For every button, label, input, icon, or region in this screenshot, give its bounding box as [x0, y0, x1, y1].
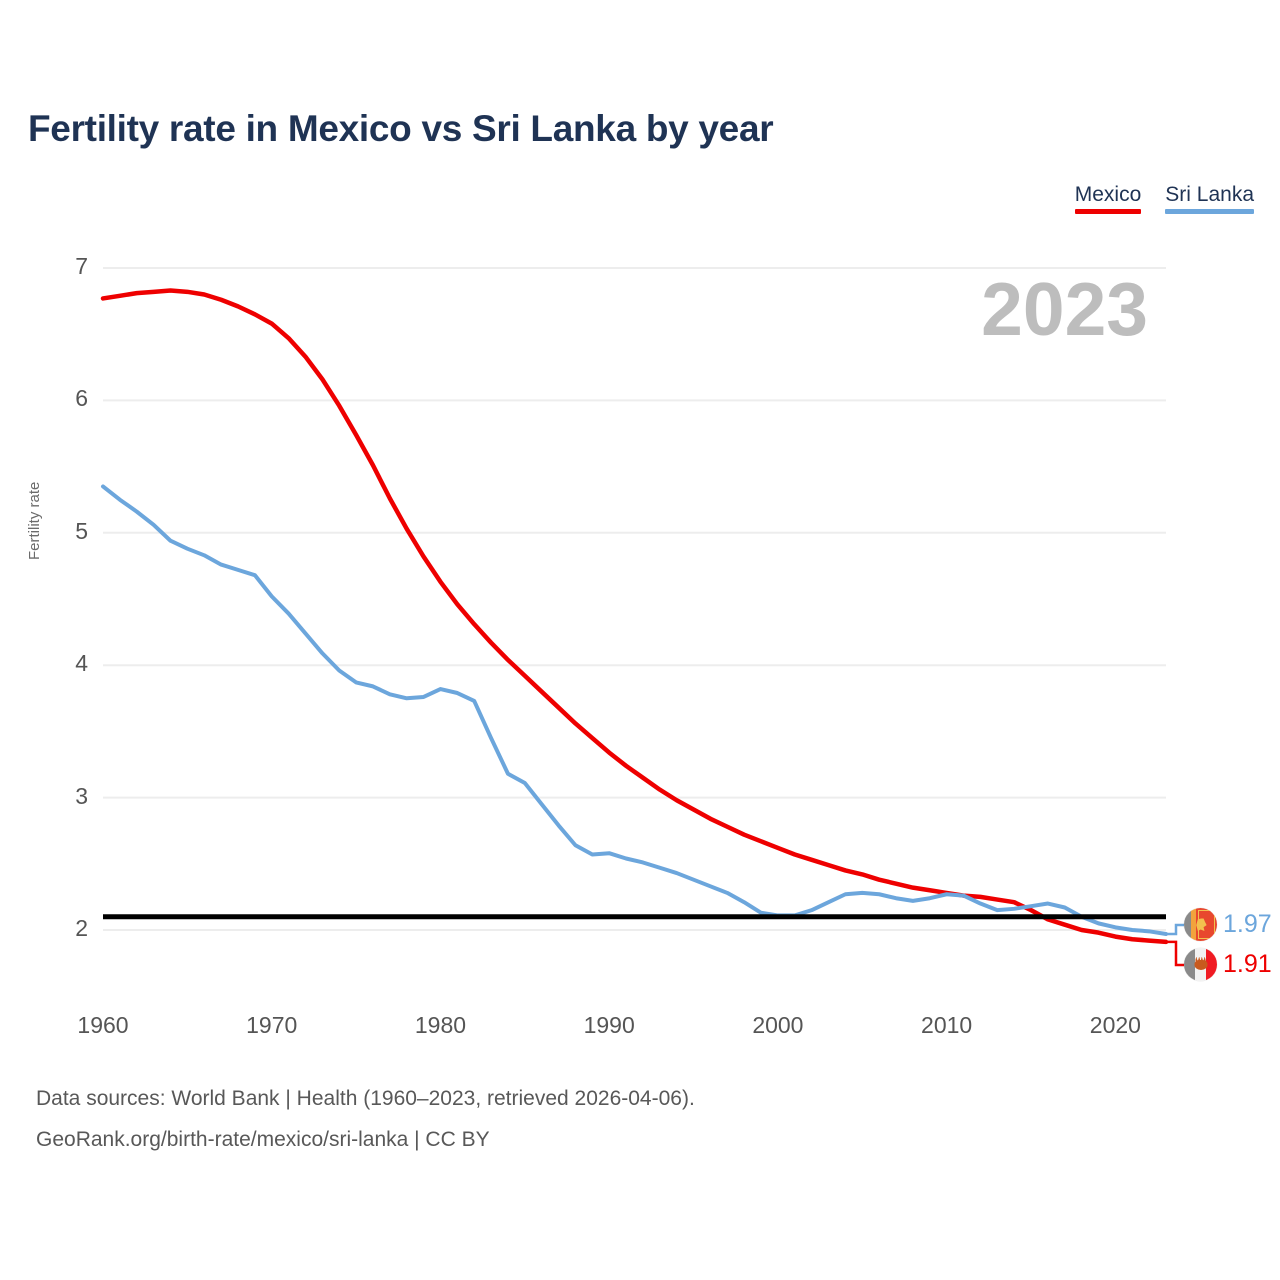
legend-label-mexico: Mexico	[1074, 183, 1142, 206]
mexico-flag-icon	[1184, 948, 1217, 981]
legend-item-sri-lanka[interactable]: Sri Lanka	[1165, 182, 1254, 214]
endpoint-mexico[interactable]: 1.91	[1184, 948, 1272, 981]
x-tick-label: 1960	[77, 1012, 129, 1038]
y-tick-label: 4	[75, 650, 88, 677]
y-tick-label: 6	[75, 385, 88, 412]
y-tick-label: 3	[75, 782, 88, 809]
endpoint-leaders	[1166, 923, 1184, 967]
series-lines	[100, 288, 1169, 945]
year-watermark: 2023	[981, 267, 1148, 351]
endpoint-sri-lanka[interactable]: 1.97	[1184, 908, 1272, 941]
x-tick-label: 1970	[246, 1012, 298, 1038]
x-tick-label: 1990	[583, 1012, 635, 1038]
page-title: Fertility rate in Mexico vs Sri Lanka by…	[28, 108, 774, 149]
y-tick-label: 7	[75, 253, 88, 279]
legend-label-sri-lanka: Sri Lanka	[1165, 183, 1254, 206]
leader-line-sri-lanka	[1166, 923, 1184, 936]
series-line-sri-lanka	[101, 484, 1168, 936]
legend-swatch-sri-lanka	[1165, 209, 1254, 214]
gridlines	[103, 267, 1166, 931]
x-tick-label: 2010	[921, 1012, 973, 1038]
chart-legend: Mexico Sri Lanka	[1074, 182, 1254, 214]
footer-data-sources: Data sources: World Bank | Health (1960–…	[36, 1087, 695, 1110]
y-tick-label: 2	[75, 915, 88, 941]
sri-lanka-flag-icon	[1184, 908, 1217, 941]
endpoint-value-mexico: 1.91	[1223, 950, 1272, 978]
endpoint-value-sri-lanka: 1.97	[1223, 910, 1272, 938]
leader-line-mexico	[1166, 940, 1184, 967]
y-tick-label: 5	[75, 517, 88, 544]
x-tick-label: 1980	[414, 1012, 467, 1038]
footer-attribution: GeoRank.org/birth-rate/mexico/sri-lanka …	[36, 1128, 490, 1151]
series-line-mexico	[100, 288, 1169, 945]
legend-item-mexico[interactable]: Mexico	[1074, 182, 1142, 214]
x-tick-label: 2020	[1089, 1012, 1141, 1038]
legend-swatch-mexico	[1074, 209, 1142, 214]
x-tick-label: 2000	[752, 1012, 804, 1038]
